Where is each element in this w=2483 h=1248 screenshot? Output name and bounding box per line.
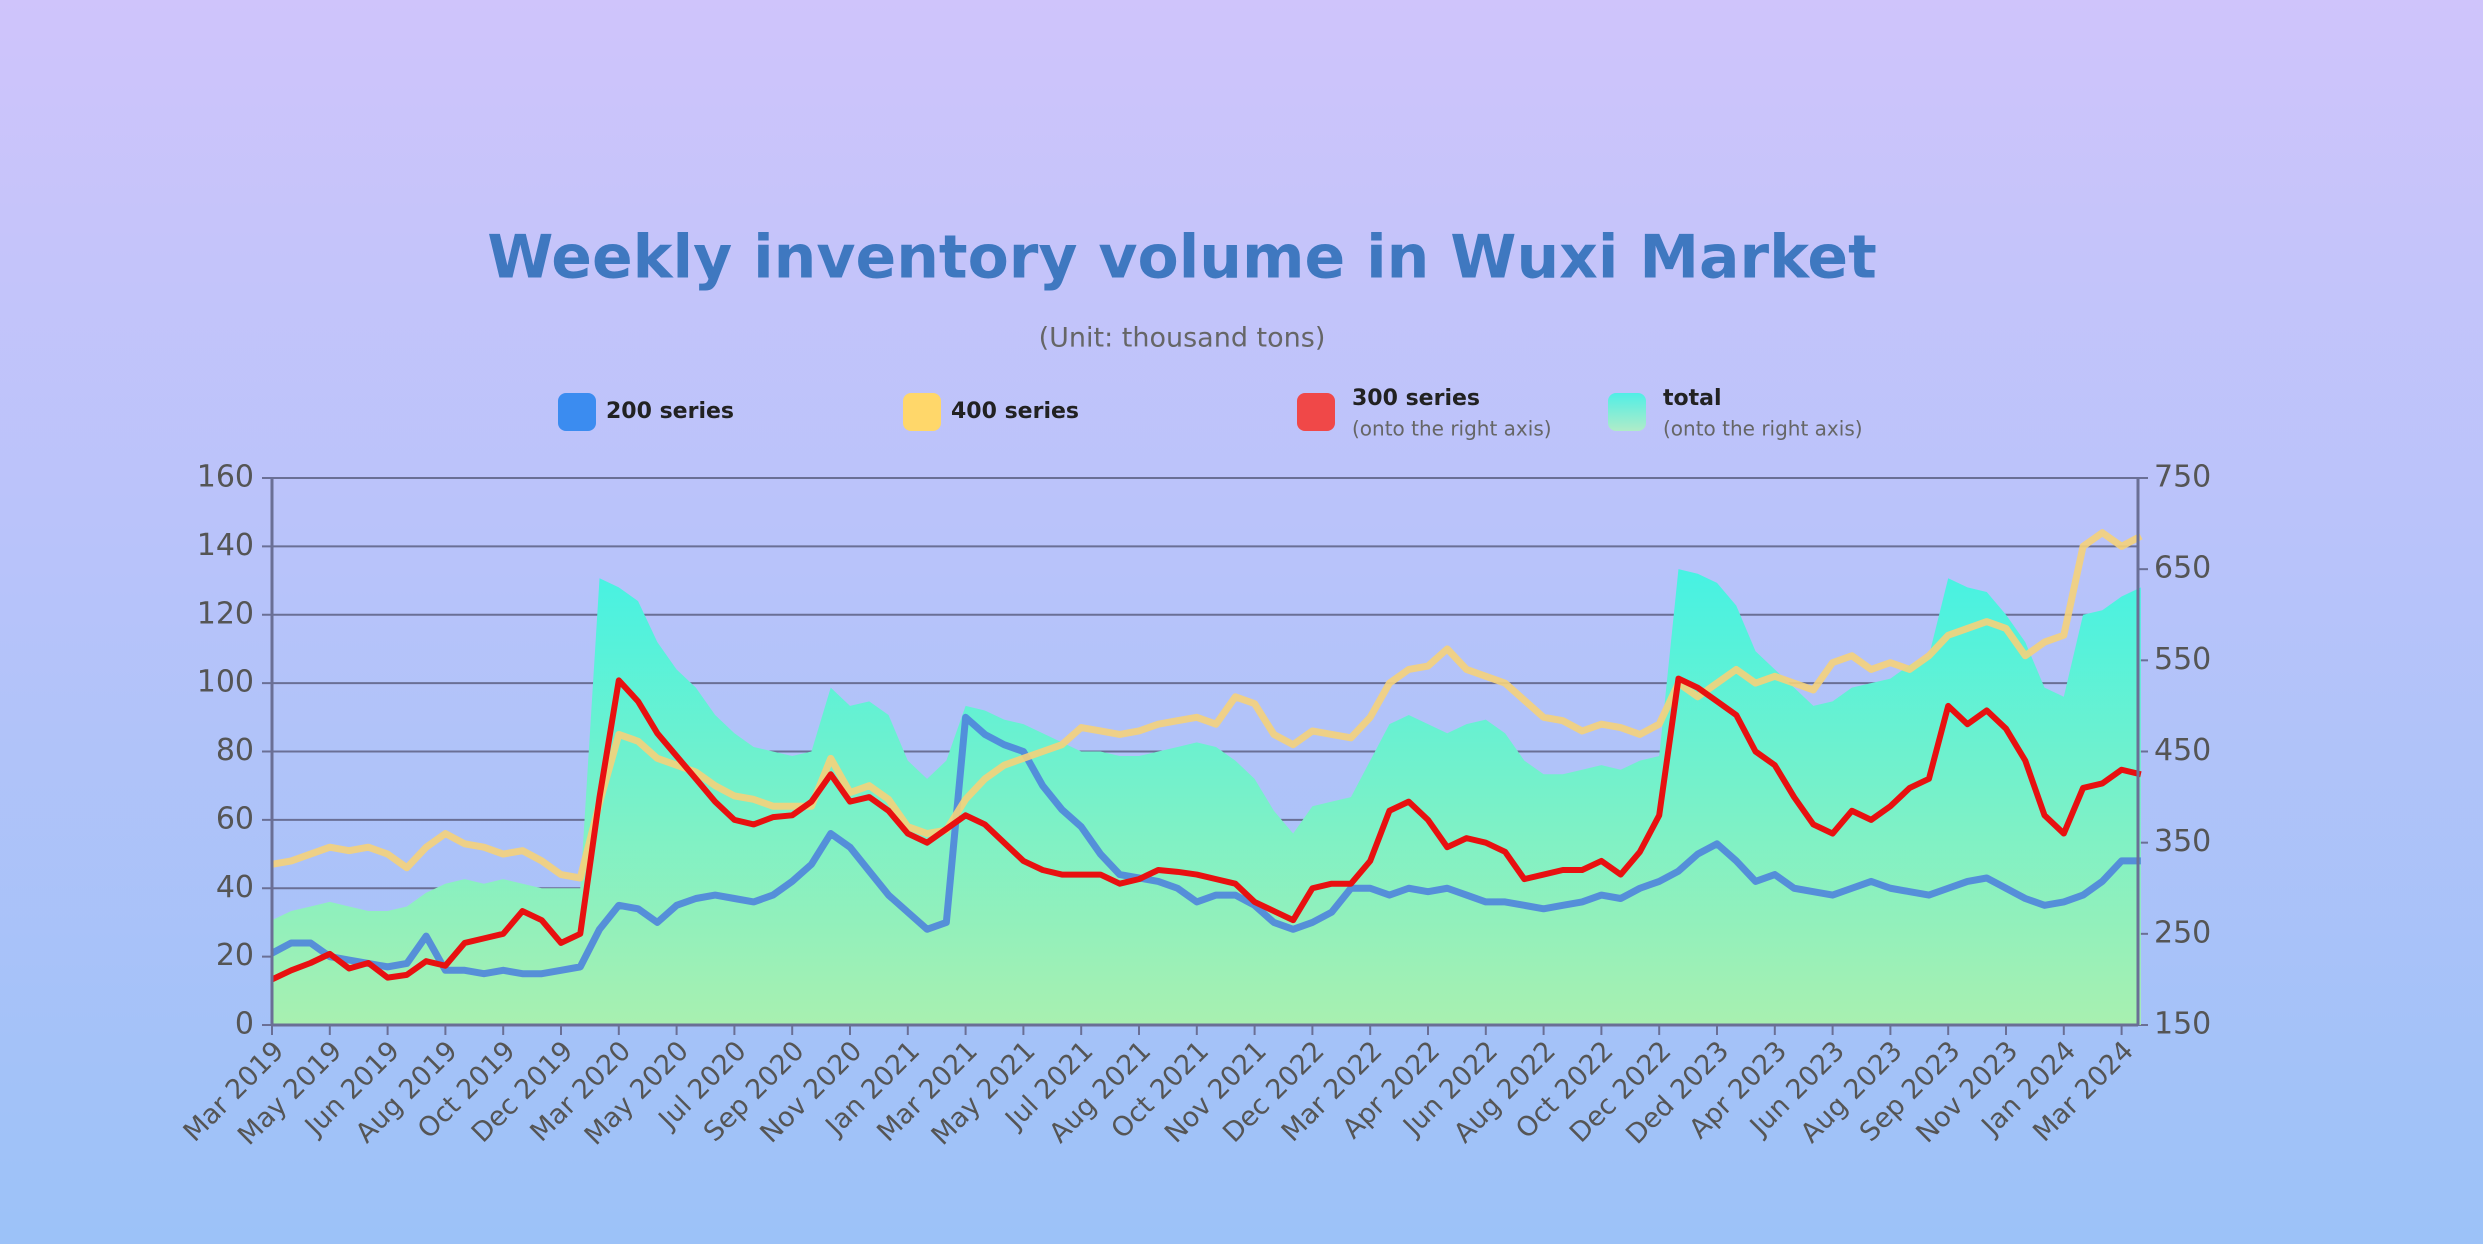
area	[272, 569, 2141, 1025]
y2-tick-label: 650	[2154, 551, 2211, 586]
legend-label: 400 series	[951, 399, 1079, 424]
legend-note: (onto the right axis)	[1352, 417, 1552, 441]
legend-label: 200 series	[606, 399, 734, 424]
chart-subtitle: (Unit: thousand tons)	[1039, 323, 1326, 354]
y-tick-label: 0	[235, 1007, 254, 1042]
y-tick-label: 60	[216, 801, 254, 836]
legend-swatch	[1608, 393, 1646, 431]
y-tick-label: 100	[197, 665, 254, 700]
y-tick-label: 80	[216, 733, 254, 768]
chart-title: Weekly inventory volume in Wuxi Market	[487, 223, 1877, 293]
legend-swatch	[558, 393, 596, 431]
legend-swatch	[903, 393, 941, 431]
y2-tick-label: 150	[2154, 1007, 2211, 1042]
y-tick-label: 120	[197, 596, 254, 631]
y2-tick-label: 350	[2154, 824, 2211, 859]
y2-tick-label: 550	[2154, 642, 2211, 677]
y-tick-label: 40	[216, 870, 254, 905]
line	[270, 675, 2142, 983]
y2-tick-label: 450	[2154, 733, 2211, 768]
line	[271, 529, 2143, 882]
y2-tick-label: 250	[2154, 915, 2211, 950]
line	[270, 713, 2141, 978]
y-tick-label: 140	[197, 528, 254, 563]
legend-label: 300 series	[1352, 386, 1480, 411]
y-tick-label: 160	[197, 460, 254, 495]
y2-tick-label: 750	[2154, 460, 2211, 495]
legend-note: (onto the right axis)	[1663, 417, 1863, 441]
legend-swatch	[1297, 393, 1335, 431]
legend-label: total	[1663, 386, 1722, 411]
y-tick-label: 20	[216, 938, 254, 973]
